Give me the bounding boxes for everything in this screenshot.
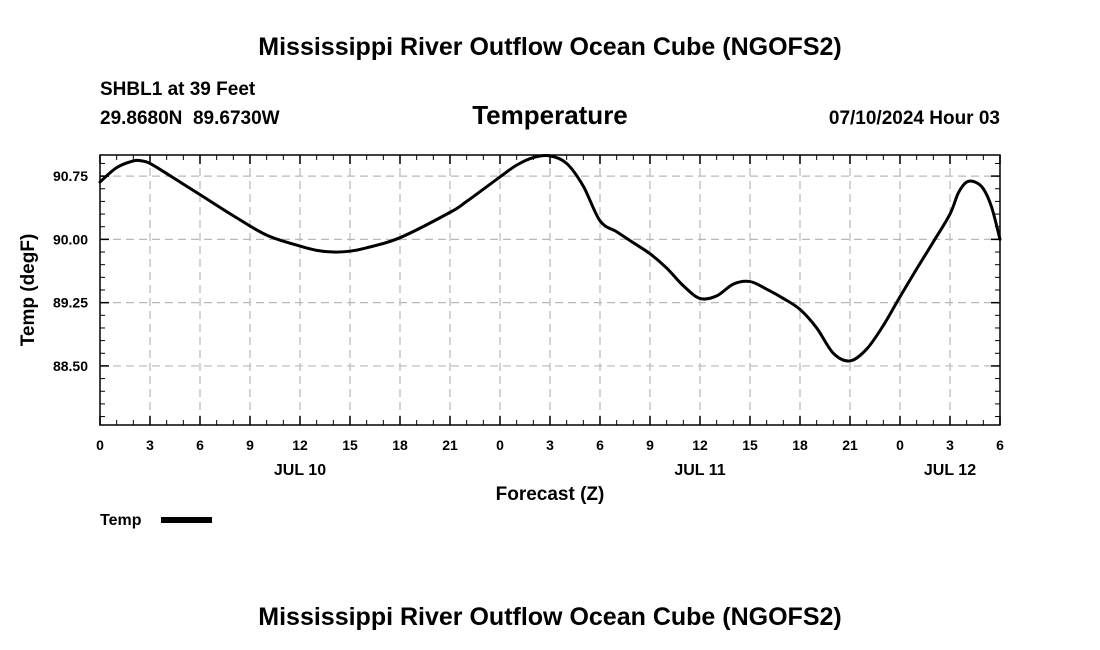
x-tick-label: 0 xyxy=(96,437,104,453)
x-tick-label: 12 xyxy=(692,437,708,453)
station-label: SHBL1 at 39 Feet xyxy=(100,79,256,100)
x-tick-label: 3 xyxy=(146,437,154,453)
x-tick-label: 18 xyxy=(792,437,808,453)
legend-label: Temp xyxy=(100,512,142,529)
legend: Temp xyxy=(100,512,212,529)
x-tick-label: 6 xyxy=(596,437,604,453)
y-tick-label: 90.75 xyxy=(53,168,88,184)
series-layer xyxy=(98,153,1002,363)
x-tick-label: 6 xyxy=(996,437,1004,453)
x-tick-label: 15 xyxy=(342,437,358,453)
y-tick-label: 89.25 xyxy=(53,295,88,311)
footer-title: Mississippi River Outflow Ocean Cube (NG… xyxy=(258,603,841,631)
forecast-datetime: 07/10/2024 Hour 03 xyxy=(829,108,1000,129)
x-tick-label: 9 xyxy=(646,437,654,453)
date-label: JUL 10 xyxy=(274,462,326,479)
x-tick-label: 9 xyxy=(246,437,254,453)
x-tick-label: 21 xyxy=(842,437,858,453)
x-tick-label: 3 xyxy=(546,437,554,453)
x-tick-label: 3 xyxy=(946,437,954,453)
x-tick-label: 0 xyxy=(896,437,904,453)
x-axis-label: Forecast (Z) xyxy=(496,484,605,505)
x-tick-label: 12 xyxy=(292,437,308,453)
axis-layer: 88.50 89.25 90.00 90.75 0 3 6 9 12 15 18 21 0 3 6 9 12 15… xyxy=(53,155,1004,479)
station-coords: 29.8680N 89.6730W xyxy=(100,108,280,129)
x-tick-label: 15 xyxy=(742,437,758,453)
temp-series-line xyxy=(98,153,1002,363)
main-title: Mississippi River Outflow Ocean Cube (NG… xyxy=(258,33,841,61)
grid-lines xyxy=(100,155,1000,425)
x-tick-label: 0 xyxy=(496,437,504,453)
y-axis-label: Temp (degF) xyxy=(18,234,39,347)
x-tick-label: 18 xyxy=(392,437,408,453)
x-tick-label: 6 xyxy=(196,437,204,453)
date-label: JUL 12 xyxy=(924,462,976,479)
chart-title: Temperature xyxy=(472,100,628,130)
date-label: JUL 11 xyxy=(674,462,725,479)
y-tick-label: 88.50 xyxy=(53,358,88,374)
x-tick-label: 21 xyxy=(442,437,458,453)
y-tick-label: 90.00 xyxy=(53,231,88,247)
